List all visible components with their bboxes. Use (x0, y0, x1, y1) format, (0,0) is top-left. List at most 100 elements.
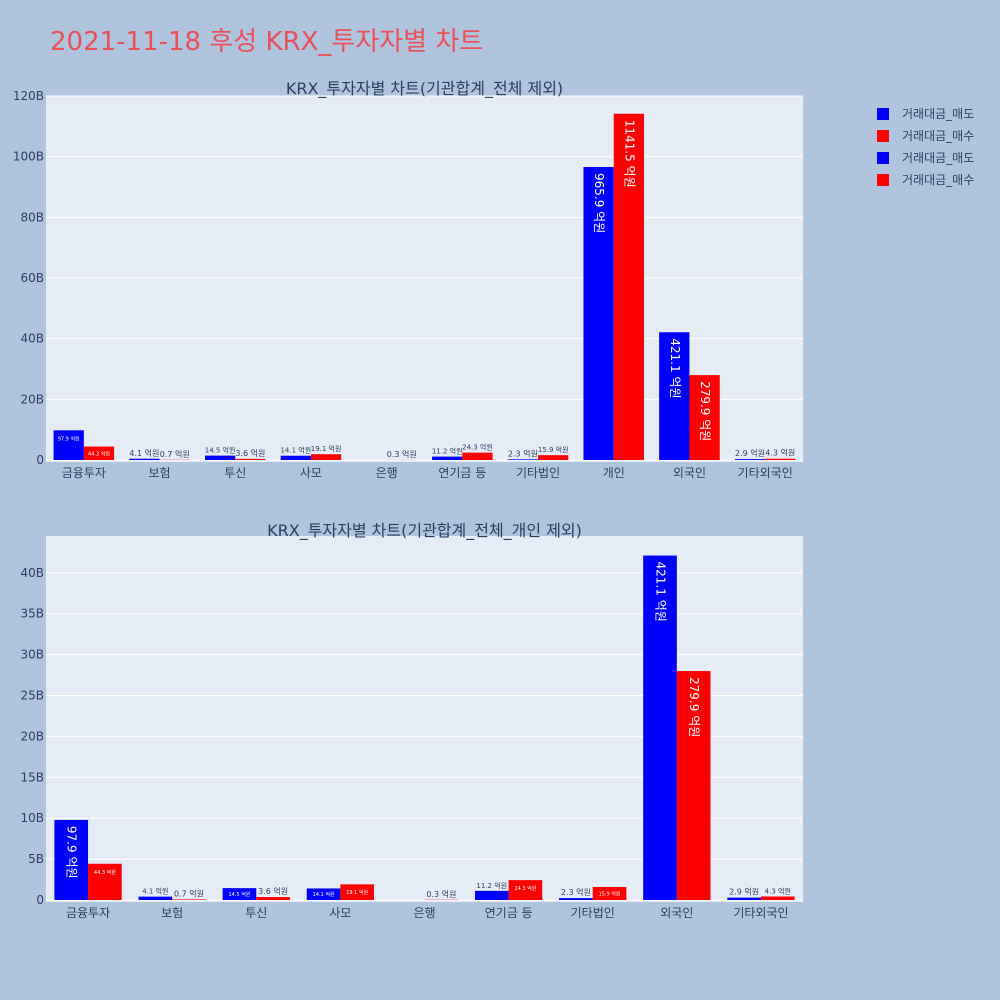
bar-data-label: 2.3 억원 (561, 887, 591, 897)
bar-data-label: 44.3 억원 (94, 869, 116, 876)
bar[interactable] (88, 863, 122, 900)
bar[interactable] (256, 897, 290, 900)
bar-data-label: 279.9 억원 (698, 381, 712, 441)
x-tick-label: 외국인 (673, 466, 706, 480)
bar-data-label: 2.9 억원 (729, 887, 759, 897)
y-tick-label: 30B (20, 648, 44, 662)
bar-data-label: 4.1 억원 (142, 887, 168, 896)
legend-item[interactable]: 거래대금_매수 (877, 129, 974, 143)
bar[interactable] (54, 819, 89, 900)
bar-data-label: 3.6 억원 (235, 448, 265, 458)
bar[interactable] (559, 898, 593, 900)
bar-data-label: 0.3 억원 (426, 889, 456, 899)
x-tick-label: 기타외국인 (738, 466, 793, 480)
bar[interactable] (53, 430, 84, 460)
x-tick-label: 보험 (161, 906, 183, 920)
y-tick-label: 120B (13, 89, 44, 103)
legend-swatch (877, 108, 889, 120)
bar-data-label: 11.2 억원 (432, 447, 463, 456)
bar[interactable] (507, 459, 539, 460)
bar[interactable] (734, 459, 766, 460)
bar-data-label: 44.3 억원 (88, 450, 110, 457)
page-title: 2021-11-18 후성 KRX_투자자별 차트 (50, 27, 483, 57)
bar[interactable] (172, 899, 206, 900)
y-tick-label: 5B (28, 852, 44, 866)
x-tick-label: 기타법인 (571, 906, 615, 920)
bar[interactable] (613, 113, 645, 461)
legend-label: 거래대금_매수 (902, 173, 974, 187)
bar[interactable] (659, 332, 690, 460)
bar[interactable] (310, 454, 342, 460)
bar[interactable] (689, 375, 720, 460)
bar[interactable] (222, 888, 257, 900)
x-tick-label: 보험 (149, 466, 171, 480)
bar-data-label: 421.1 억원 (654, 562, 668, 622)
bar[interactable] (643, 555, 677, 900)
bar-data-label: 97.9 억원 (65, 826, 79, 879)
y-tick-label: 15B (20, 770, 44, 784)
legend-swatch (877, 152, 889, 164)
x-tick-label: 기타법인 (516, 466, 560, 480)
bar[interactable] (727, 897, 761, 900)
bar[interactable] (432, 456, 463, 460)
bar[interactable] (138, 896, 173, 900)
bar-data-label: 2.9 억원 (735, 448, 765, 458)
bar[interactable] (508, 880, 543, 900)
bar[interactable] (83, 446, 115, 460)
legend-swatch (877, 174, 889, 186)
bar[interactable] (592, 886, 627, 900)
bar-data-label: 279.9 억원 (687, 677, 701, 737)
legend-swatch (877, 130, 889, 142)
bar-data-label: 0.3 억원 (387, 449, 417, 459)
bar-data-label: 19.1 억원 (346, 889, 368, 896)
bar-data-label: 14.5 억원 (205, 446, 236, 455)
bar-data-label: 24.3 억원 (514, 885, 536, 892)
bar-data-label: 14.1 억원 (280, 446, 311, 455)
bar[interactable] (340, 884, 375, 900)
bar[interactable] (129, 458, 160, 460)
x-tick-label: 개인 (603, 466, 625, 480)
x-tick-label: 외국인 (660, 906, 693, 920)
x-tick-label: 투신 (245, 906, 267, 920)
legend-item[interactable]: 거래대금_매수 (877, 173, 974, 187)
y-tick-label: 60B (20, 271, 44, 285)
y-tick-label: 40B (20, 332, 44, 346)
y-tick-label: 0 (36, 453, 44, 467)
bar-data-label: 15.9 억원 (599, 890, 621, 897)
x-tick-label: 은행 (376, 465, 398, 480)
bar-data-label: 0.7 억원 (174, 888, 204, 898)
bar[interactable] (676, 671, 711, 900)
bar[interactable] (760, 896, 795, 900)
bar-data-label: 24.3 억원 (462, 443, 493, 452)
legend-item[interactable]: 거래대금_매도 (877, 151, 974, 165)
legend-item[interactable]: 거래대금_매도 (877, 107, 974, 121)
y-tick-label: 35B (20, 607, 44, 621)
x-tick-label: 금융투자 (62, 466, 106, 480)
bar[interactable] (765, 458, 796, 460)
bar[interactable] (474, 890, 509, 900)
chart-bottom: 0 5B 10B 15B 20B 25B 30B 35B 40B KRX_투자자별 차트(기관합계… (20, 521, 803, 920)
bar-data-label: 4.1 억원 (129, 448, 159, 458)
bar-data-label: 19.1 억원 (311, 444, 342, 453)
bar-data-label: 4.3 억원 (765, 448, 795, 458)
bar[interactable] (306, 888, 341, 900)
bar[interactable] (204, 455, 236, 460)
bar-data-label: 1141.5 억원 (622, 120, 636, 188)
x-tick-label: 연기금 등 (438, 466, 486, 480)
y-tick-label: 20B (20, 729, 44, 743)
bar-data-label: 15.9 억원 (538, 445, 569, 454)
y-tick-label: 20B (20, 392, 44, 406)
bar-data-label: 97.9 억원 (58, 435, 80, 442)
bar[interactable] (462, 452, 493, 460)
bar[interactable] (538, 455, 569, 460)
y-tick-label: 40B (20, 566, 44, 580)
bar[interactable] (280, 455, 311, 460)
bar[interactable] (583, 167, 614, 461)
y-tick-label: 0 (36, 893, 44, 907)
x-tick-label: 기타외국인 (733, 906, 788, 920)
x-tick-label: 투신 (224, 466, 246, 480)
bar[interactable] (235, 458, 266, 460)
